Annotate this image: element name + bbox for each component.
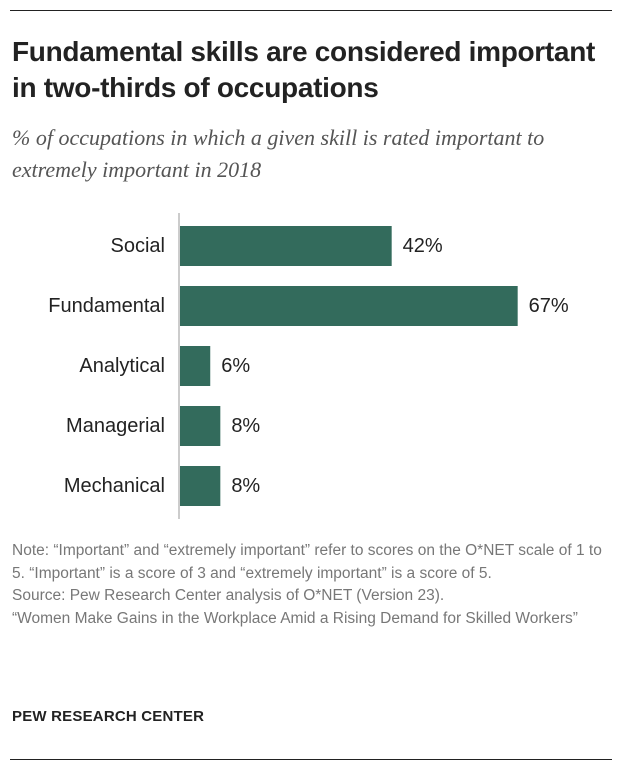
bar-chart: Social 42% Fundamental 67% Analytical 6% Manag… (48, 213, 569, 519)
category-label: Mechanical (64, 475, 165, 497)
category-label: Fundamental (48, 295, 165, 317)
value-label: 67% (529, 295, 569, 317)
chart-title: Fundamental skills are considered import… (12, 36, 596, 103)
category-label: Analytical (79, 355, 165, 377)
notes-block: Note: “Important” and “extremely importa… (12, 540, 612, 630)
bar-social (180, 226, 392, 266)
chart-subtitle: % of occupations in which a given skill … (12, 125, 545, 182)
category-label: Managerial (66, 415, 165, 437)
source-text: Source: Pew Research Center analysis of … (12, 587, 445, 604)
value-label: 8% (231, 475, 260, 497)
report-title: “Women Make Gains in the Workplace Amid … (12, 609, 578, 627)
value-label: 8% (231, 415, 260, 437)
value-label: 42% (403, 235, 443, 257)
value-label: 6% (221, 355, 250, 377)
bar-managerial (180, 406, 221, 446)
category-label: Social (111, 235, 165, 257)
bar-analytical (180, 346, 211, 386)
bar-fundamental (180, 286, 518, 326)
brand-logo-text: PEW RESEARCH CENTER (12, 708, 205, 725)
bar-mechanical (180, 466, 221, 506)
note-text: Note: “Important” and “extremely importa… (12, 542, 602, 582)
bottom-rule (10, 759, 612, 760)
top-rule (10, 10, 612, 11)
